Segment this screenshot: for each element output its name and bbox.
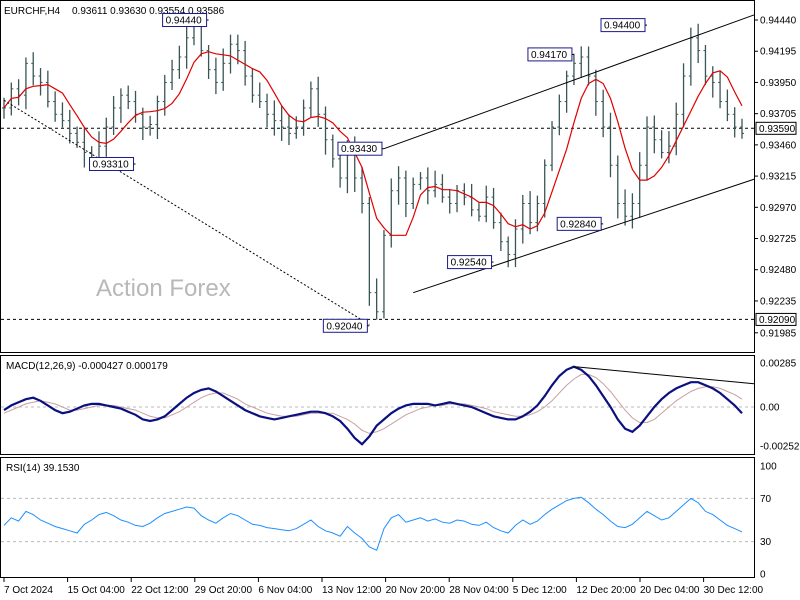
rsi-line [1,496,754,551]
trendlines [3,14,755,325]
price-y-tick-label: 0.94195 [760,47,797,58]
moving-average [3,51,743,236]
current-price-tag: 0.93590 [759,124,796,135]
support-price-tag: 0.92090 [759,315,796,326]
macd-y-tick-label: 0.00 [760,403,780,414]
price-y-tick-label: 0.92480 [760,265,797,276]
annotation-label: 0.92540 [451,258,488,269]
price-y-tick-label: 0.91985 [760,328,797,339]
rsi-panel-frame [0,457,755,578]
x-tick-label: 20 Nov 20:00 [386,585,446,596]
rsi-y-tick-label: 100 [760,462,777,473]
rsi-line [3,496,743,551]
x-tick-label: 30 Dec 12:00 [704,585,764,596]
price-y-tick-label: 0.93950 [760,78,797,89]
annotation-label: 0.94440 [166,16,203,27]
price-ohlc: 0.93611 0.93630 0.93554 0.93586 [72,6,225,17]
macd-y-tick-label: 0.00285 [760,358,797,369]
moving-average-line [3,51,743,236]
price-y-axis: 0.94440 0.94195 0.93950 0.93705 0.93460 0.932… [754,16,797,339]
macd-divergence-line [573,366,755,385]
current-price-tag-box [755,121,797,135]
rsi-y-tick-label: 70 [760,494,772,505]
rsi-y-axis: 100 70 30 0 [760,462,777,581]
annotation-label: 0.93430 [341,144,378,155]
price-y-tick-label: 0.93215 [760,172,797,183]
x-tick-label: 12 Dec 20:00 [576,585,636,596]
macd-panel-title: MACD(12,26,9) -0.000427 0.000179 [6,361,168,372]
time-axis: 7 Oct 2024 15 Oct 04:00 22 Oct 12:00 29 Oct… [3,578,764,596]
x-tick-label: 6 Nov 04:00 [258,585,312,596]
price-y-tick-label: 0.94440 [760,16,797,27]
rsi-panel-title: RSI(14) 39.1530 [6,463,80,474]
x-tick-label: 29 Oct 20:00 [195,585,253,596]
descending-trendline [3,99,370,325]
price-y-tick-label: 0.92235 [760,296,797,307]
support-price-tag-box [755,312,797,326]
price-y-tick-label: 0.92970 [760,203,797,214]
x-tick-label: 5 Dec 12:00 [513,585,567,596]
x-tick-label: 28 Nov 04:00 [449,585,509,596]
macd-main-line [3,365,743,446]
x-tick-label: 13 Nov 12:00 [322,585,382,596]
x-tick-label: 22 Oct 12:00 [131,585,189,596]
channel-lower-line [413,178,755,294]
watermark: Action Forex [96,275,231,302]
x-tick-label: 20 Dec 04:00 [640,585,700,596]
price-annotations: 0.94440 0.93310 0.93430 0.92040 0.92540 0.941… [89,13,648,333]
price-y-tick-label: 0.93705 [760,109,797,120]
annotation-label: 0.92840 [560,219,597,230]
annotation-label: 0.93310 [93,159,130,170]
price-y-tick-label: 0.93460 [760,140,797,151]
x-tick-label: 7 Oct 2024 [4,585,53,596]
price-y-tick-label: 0.92725 [760,234,797,245]
annotation-label: 0.94400 [604,21,641,32]
annotation-label: 0.94170 [531,50,568,61]
macd-lines [1,365,755,446]
channel-upper-line [383,14,755,150]
x-tick-label: 15 Oct 04:00 [68,585,126,596]
price-panel-title: EURCHF,H4 [4,6,61,17]
annotation-label: 0.92040 [326,321,363,332]
price-panel-frame [0,0,755,353]
rsi-y-tick-label: 30 [760,537,772,548]
rsi-y-tick-label: 0 [760,570,766,581]
